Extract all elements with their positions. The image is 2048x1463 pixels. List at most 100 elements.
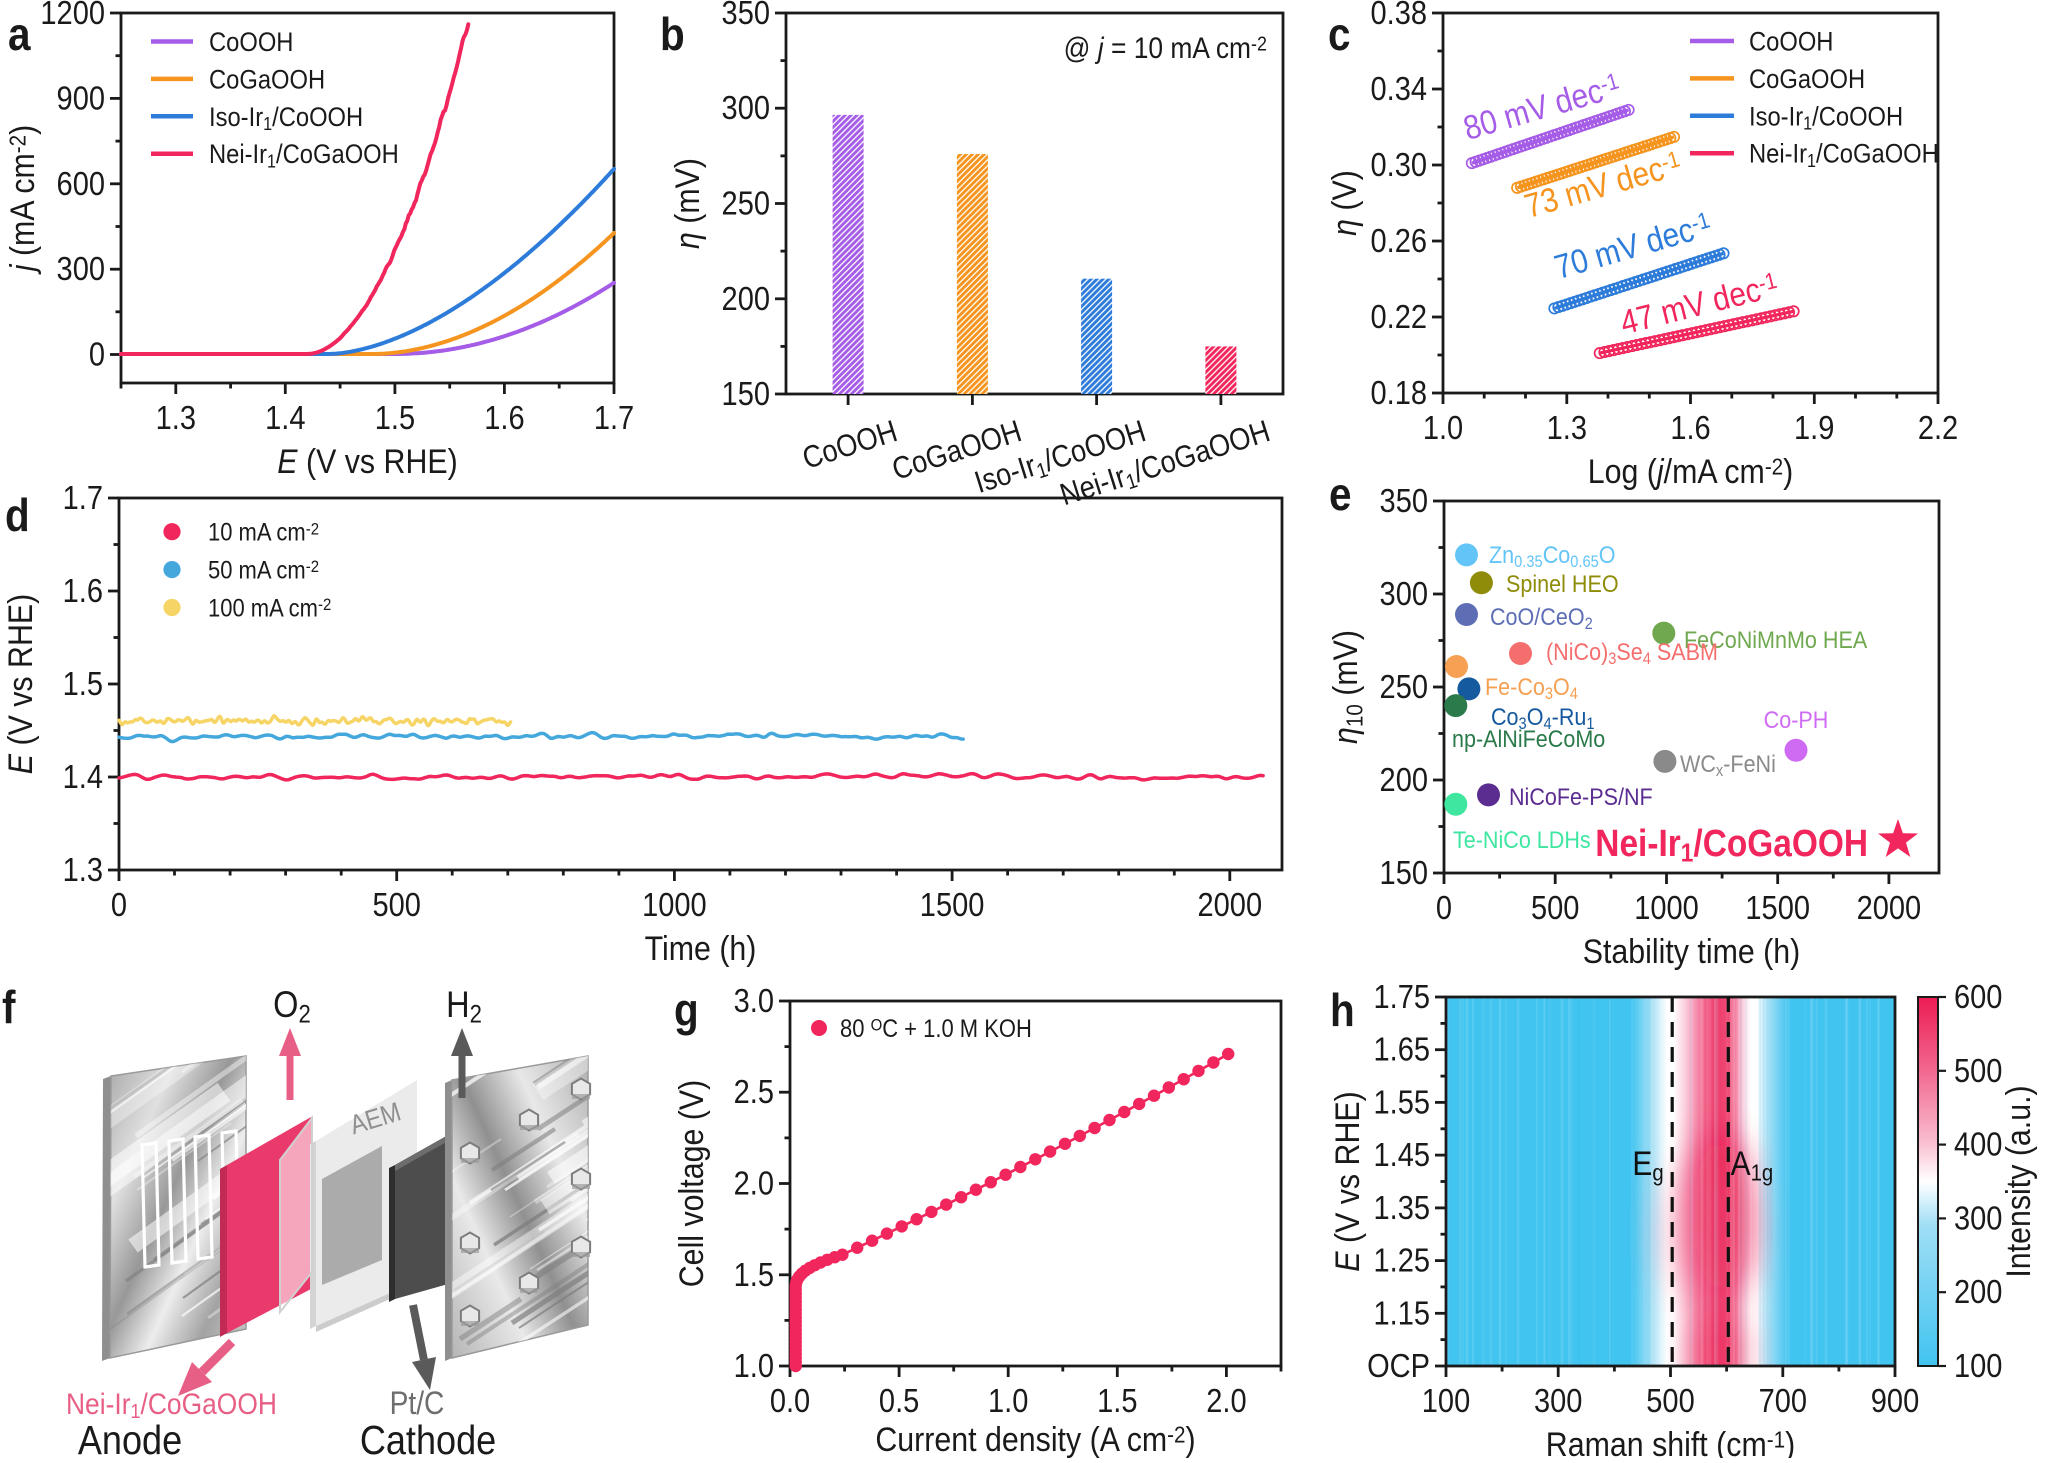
svg-text:900: 900: [1871, 1382, 1919, 1419]
svg-text:b: b: [660, 10, 685, 61]
svg-text:Iso-Ir1/CoOOH: Iso-Ir1/CoOOH: [1749, 102, 1903, 134]
svg-text:0: 0: [1436, 889, 1452, 926]
svg-text:100: 100: [1954, 1347, 2002, 1384]
svg-text:250: 250: [722, 185, 770, 222]
svg-text:200: 200: [1954, 1273, 2002, 1310]
svg-text:600: 600: [57, 165, 105, 202]
svg-text:@ j = 10 mA cm-2: @ j = 10 mA cm-2: [1064, 30, 1267, 64]
svg-text:1.25: 1.25: [1373, 1242, 1430, 1279]
svg-text:E (V vs RHE): E (V vs RHE): [1328, 1091, 1366, 1271]
svg-text:1.4: 1.4: [63, 758, 103, 795]
svg-text:1.6: 1.6: [1670, 409, 1710, 446]
svg-text:700: 700: [1759, 1382, 1807, 1419]
svg-text:η (V): η (V): [1325, 170, 1363, 236]
svg-text:NiCoFe-PS/NF: NiCoFe-PS/NF: [1509, 783, 1653, 811]
svg-text:Cathode: Cathode: [360, 1418, 496, 1458]
svg-text:300: 300: [1380, 575, 1428, 612]
svg-text:200: 200: [722, 280, 770, 317]
svg-text:1.35: 1.35: [1373, 1189, 1430, 1226]
svg-text:1500: 1500: [1745, 889, 1810, 926]
svg-text:FeCoNiMnMo HEA: FeCoNiMnMo HEA: [1684, 626, 1868, 654]
svg-text:1000: 1000: [642, 886, 707, 923]
svg-text:f: f: [2, 983, 16, 1034]
svg-text:Fe-Co3O4: Fe-Co3O4: [1485, 673, 1578, 703]
svg-text:0: 0: [111, 886, 127, 923]
svg-text:CoGaOOH: CoGaOOH: [1749, 65, 1865, 95]
svg-text:Nei-Ir1/CoGaOOH: Nei-Ir1/CoGaOOH: [209, 140, 399, 172]
svg-text:0.26: 0.26: [1370, 222, 1427, 259]
svg-text:0.5: 0.5: [879, 1382, 919, 1419]
svg-text:10 mA cm-2: 10 mA cm-2: [208, 518, 319, 546]
svg-text:250: 250: [1380, 668, 1428, 705]
svg-text:Intensity (a.u.): Intensity (a.u.): [1999, 1085, 2037, 1277]
svg-text:600: 600: [1954, 978, 2002, 1015]
svg-text:OCP: OCP: [1367, 1347, 1430, 1384]
svg-text:2000: 2000: [1198, 886, 1263, 923]
svg-text:0.22: 0.22: [1370, 298, 1427, 335]
svg-text:1.3: 1.3: [63, 851, 103, 888]
svg-text:400: 400: [1954, 1126, 2002, 1163]
svg-text:1.15: 1.15: [1373, 1295, 1430, 1332]
svg-text:η (mV): η (mV): [668, 158, 706, 249]
svg-text:300: 300: [722, 89, 770, 126]
svg-text:Nei-Ir1/CoGaOOH: Nei-Ir1/CoGaOOH: [1595, 822, 1868, 868]
svg-text:1.3: 1.3: [156, 399, 196, 436]
svg-text:1.6: 1.6: [63, 572, 103, 609]
svg-text:2.0: 2.0: [734, 1165, 774, 1202]
svg-text:300: 300: [1534, 1382, 1582, 1419]
svg-text:1.65: 1.65: [1373, 1031, 1430, 1068]
svg-text:150: 150: [1380, 854, 1428, 891]
svg-text:1.5: 1.5: [63, 665, 103, 702]
svg-text:CoGaOOH: CoGaOOH: [209, 65, 325, 95]
svg-text:Iso-Ir1/CoOOH: Iso-Ir1/CoOOH: [209, 102, 363, 134]
svg-text:Nei-Ir1/CoGaOOH: Nei-Ir1/CoGaOOH: [1749, 139, 1939, 171]
svg-text:Pt/C: Pt/C: [390, 1386, 445, 1421]
svg-text:CoOOH: CoOOH: [1749, 27, 1833, 57]
svg-text:0.30: 0.30: [1370, 146, 1427, 183]
svg-text:1.0: 1.0: [988, 1382, 1028, 1419]
svg-text:H2: H2: [446, 984, 482, 1029]
svg-text:200: 200: [1380, 761, 1428, 798]
svg-text:2000: 2000: [1857, 889, 1922, 926]
svg-text:0.0: 0.0: [770, 1382, 810, 1419]
svg-text:h: h: [1330, 986, 1355, 1037]
svg-text:E (V vs RHE): E (V vs RHE): [1, 594, 39, 774]
svg-text:A1g: A1g: [1731, 1144, 1774, 1185]
svg-text:1000: 1000: [1634, 889, 1699, 926]
svg-text:1.75: 1.75: [1373, 978, 1430, 1015]
svg-text:1200: 1200: [40, 0, 105, 31]
svg-text:1.0: 1.0: [734, 1347, 774, 1384]
svg-text:Raman shift (cm-1): Raman shift (cm-1): [1546, 1425, 1795, 1458]
svg-text:2.2: 2.2: [1918, 409, 1958, 446]
svg-text:Cell voltage (V): Cell voltage (V): [672, 1080, 710, 1287]
svg-text:1.5: 1.5: [1097, 1382, 1137, 1419]
svg-text:900: 900: [57, 80, 105, 117]
svg-text:350: 350: [1380, 482, 1428, 519]
svg-text:Spinel HEO: Spinel HEO: [1506, 570, 1619, 598]
svg-text:1.9: 1.9: [1794, 409, 1834, 446]
svg-text:Log (j/mA cm-2): Log (j/mA cm-2): [1588, 452, 1794, 490]
svg-text:80 OC + 1.0 M KOH: 80 OC + 1.0 M KOH: [840, 1015, 1032, 1043]
svg-text:Te-NiCo LDHs: Te-NiCo LDHs: [1453, 826, 1591, 854]
svg-text:300: 300: [1954, 1200, 2002, 1237]
svg-text:a: a: [8, 10, 31, 61]
svg-text:500: 500: [372, 886, 420, 923]
svg-text:WCx-FeNi: WCx-FeNi: [1680, 750, 1776, 780]
svg-text:Anode: Anode: [78, 1418, 182, 1458]
svg-text:1500: 1500: [920, 886, 985, 923]
svg-text:E (V vs RHE): E (V vs RHE): [277, 442, 457, 480]
svg-text:100 mA cm-2: 100 mA cm-2: [208, 594, 331, 622]
svg-text:300: 300: [57, 250, 105, 287]
svg-text:1.7: 1.7: [63, 479, 103, 516]
svg-text:O2: O2: [273, 984, 311, 1029]
svg-text:1.7: 1.7: [594, 399, 634, 436]
svg-text:1.55: 1.55: [1373, 1084, 1430, 1121]
svg-text:g: g: [674, 986, 699, 1037]
svg-text:3.0: 3.0: [734, 982, 774, 1019]
svg-text:Co-PH: Co-PH: [1764, 706, 1829, 734]
svg-text:1.0: 1.0: [1423, 409, 1463, 446]
svg-text:Time (h): Time (h): [645, 929, 757, 967]
svg-text:1.6: 1.6: [484, 399, 524, 436]
svg-text:CoO/CeO2: CoO/CeO2: [1490, 603, 1593, 633]
svg-text:1.5: 1.5: [734, 1256, 774, 1293]
